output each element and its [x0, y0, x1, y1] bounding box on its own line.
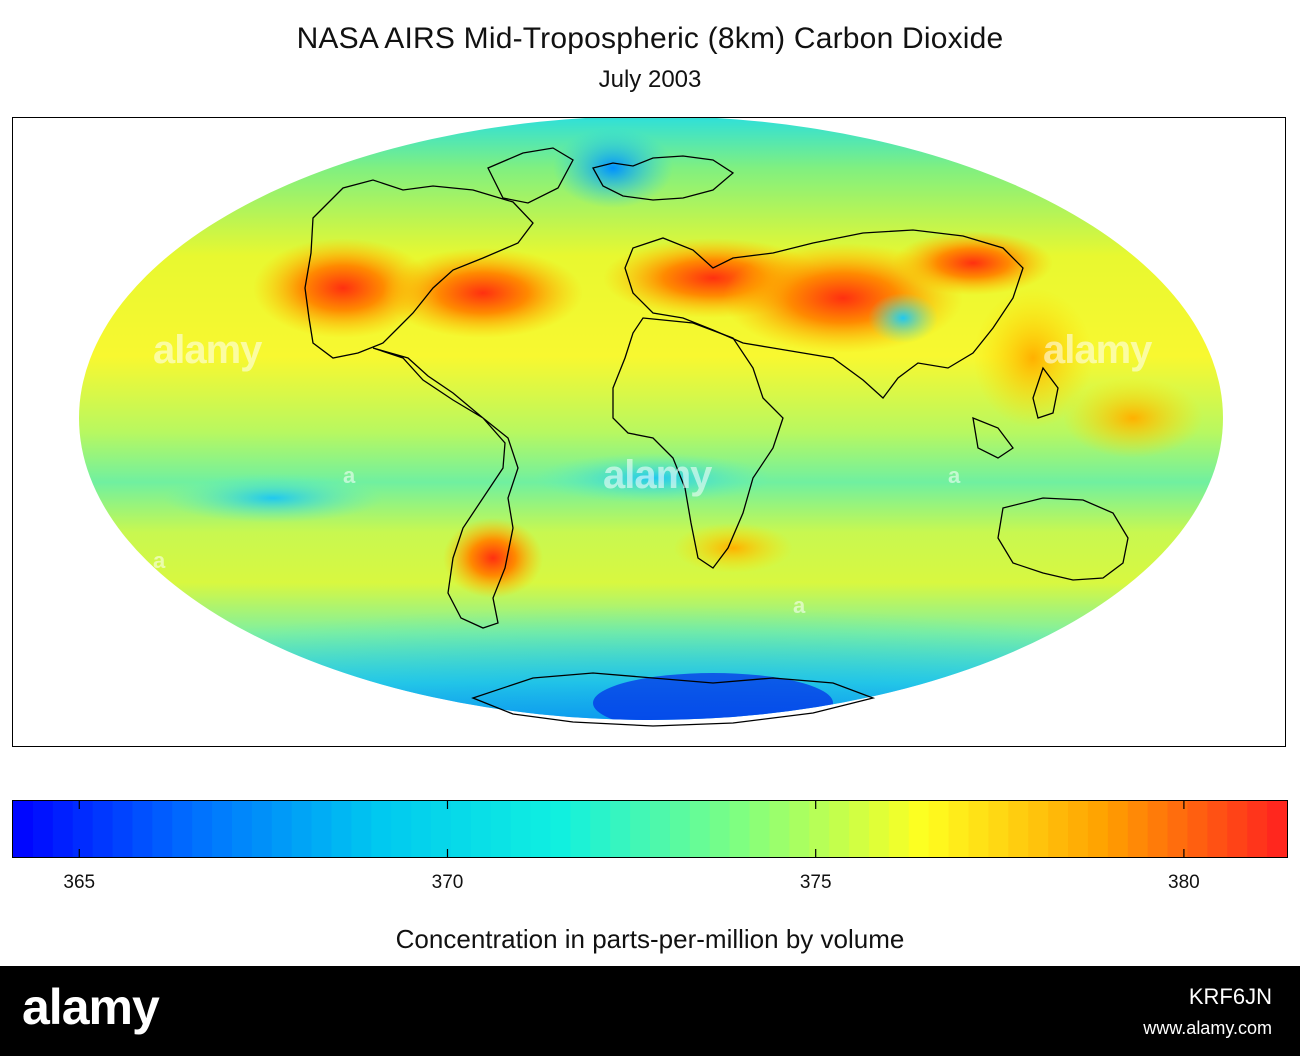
- colorbar-tick-label: 365: [63, 872, 96, 893]
- colorbar-swatch: [52, 801, 74, 857]
- colorbar-swatch: [1247, 801, 1268, 857]
- watermark-mark: a: [793, 593, 806, 618]
- colorbar-swatch: [1227, 801, 1248, 857]
- colorbar-swatch: [1187, 801, 1208, 857]
- colorbar-swatch: [1127, 801, 1149, 857]
- watermark-mark: a: [153, 548, 166, 573]
- colorbar-swatch: [868, 801, 890, 857]
- colorbar-swatch: [829, 801, 850, 857]
- colorbar-swatch: [470, 801, 492, 857]
- colorbar-swatch: [888, 801, 910, 857]
- colorbar-swatch: [331, 801, 353, 857]
- colorbar-swatch: [630, 801, 651, 857]
- colorbar-swatch: [132, 801, 153, 857]
- map-frame: alamy alamy alamy a a a a: [12, 117, 1286, 747]
- figure-title: NASA AIRS Mid-Tropospheric (8km) Carbon …: [296, 22, 1004, 55]
- colorbar-swatch: [988, 801, 1009, 857]
- colorbar-swatch: [291, 801, 313, 857]
- colorbar-label: Concentration in parts-per-million by vo…: [395, 924, 905, 954]
- colorbar-swatch: [669, 801, 691, 857]
- colorbar-swatch: [13, 801, 34, 857]
- colorbar-swatch: [212, 801, 233, 857]
- colorbar-swatch: [809, 801, 830, 857]
- colorbar-swatch: [570, 801, 591, 857]
- stock-footer: alamy KRF6JN www.alamy.com: [0, 966, 1300, 1056]
- colorbar-swatch: [510, 801, 532, 857]
- colorbar-swatch: [192, 801, 213, 857]
- colorbar-tick-label: 380: [1168, 872, 1200, 893]
- colorbar-swatch: [1107, 801, 1129, 857]
- colorbar-swatch: [968, 801, 990, 857]
- colorbar-swatch: [1267, 801, 1287, 857]
- colorbar-swatch: [709, 801, 731, 857]
- colorbar-swatch: [411, 801, 432, 857]
- colorbar-swatch: [590, 801, 611, 857]
- colorbar-swatch: [650, 801, 671, 857]
- watermark-text: alamy: [153, 328, 262, 372]
- alamy-logo: alamy: [22, 979, 160, 1035]
- colorbar-swatch: [391, 801, 412, 857]
- colorbar-tick-label: 370: [431, 872, 464, 893]
- colorbar-swatch: [1207, 801, 1228, 857]
- colorbar-swatch: [371, 801, 392, 857]
- colorbar-swatch: [251, 801, 273, 857]
- colorbar-swatch: [172, 801, 193, 857]
- colorbar-swatch: [769, 801, 790, 857]
- colorbar-swatch: [112, 801, 134, 857]
- colorbar-swatch: [32, 801, 54, 857]
- colorbar-swatch: [789, 801, 810, 857]
- colorbar-swatch: [490, 801, 512, 857]
- colorbar-scale: [13, 801, 1287, 857]
- colorbar-swatch: [1167, 801, 1189, 857]
- image-id: KRF6JN: [1188, 984, 1272, 1009]
- co2-world-map: [79, 118, 1223, 727]
- colorbar-swatch: [729, 801, 751, 857]
- colorbar-swatch: [948, 801, 970, 857]
- figure-subtitle: July 2003: [598, 66, 702, 93]
- watermark-text: alamy: [603, 453, 712, 497]
- colorbar-swatch: [908, 801, 930, 857]
- colorbar-swatch: [610, 801, 631, 857]
- co2-field: [79, 118, 1223, 720]
- colorbar-swatch: [689, 801, 711, 857]
- colorbar-swatch: [530, 801, 552, 857]
- colorbar-swatch: [1087, 801, 1109, 857]
- coastlines: [304, 147, 1129, 727]
- colorbar-swatch: [749, 801, 771, 857]
- colorbar-swatch: [431, 801, 452, 857]
- footer-url: www.alamy.com: [1143, 1018, 1272, 1038]
- colorbar-swatch: [928, 801, 950, 857]
- colorbar-swatch: [271, 801, 293, 857]
- colorbar-swatch: [1147, 801, 1169, 857]
- colorbar-swatch: [311, 801, 333, 857]
- colorbar-swatch: [1008, 801, 1029, 857]
- colorbar-swatch: [351, 801, 372, 857]
- colorbar-swatch: [92, 801, 114, 857]
- colorbar: [12, 800, 1288, 858]
- watermark-mark: a: [343, 463, 356, 488]
- colorbar-swatch: [1068, 801, 1089, 857]
- colorbar-swatch: [1048, 801, 1069, 857]
- colorbar-tick-label: 375: [799, 872, 832, 893]
- colorbar-swatch: [849, 801, 870, 857]
- colorbar-swatch: [450, 801, 472, 857]
- colorbar-swatch: [152, 801, 173, 857]
- watermark-mark: a: [948, 463, 961, 488]
- colorbar-swatch: [72, 801, 94, 857]
- colorbar-swatch: [550, 801, 571, 857]
- colorbar-swatch: [231, 801, 253, 857]
- colorbar-swatch: [1028, 801, 1049, 857]
- watermark-text: alamy: [1043, 328, 1152, 372]
